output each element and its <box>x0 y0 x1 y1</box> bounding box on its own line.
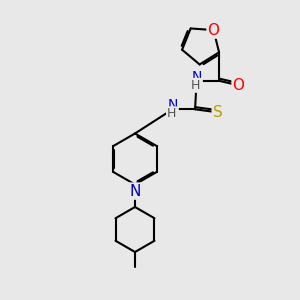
Text: O: O <box>232 78 244 93</box>
Text: O: O <box>208 22 220 38</box>
Text: H: H <box>191 79 200 92</box>
Text: N: N <box>191 70 202 84</box>
Text: H: H <box>167 107 176 120</box>
Text: S: S <box>213 105 223 120</box>
Text: N: N <box>129 184 141 199</box>
Text: N: N <box>167 98 178 112</box>
